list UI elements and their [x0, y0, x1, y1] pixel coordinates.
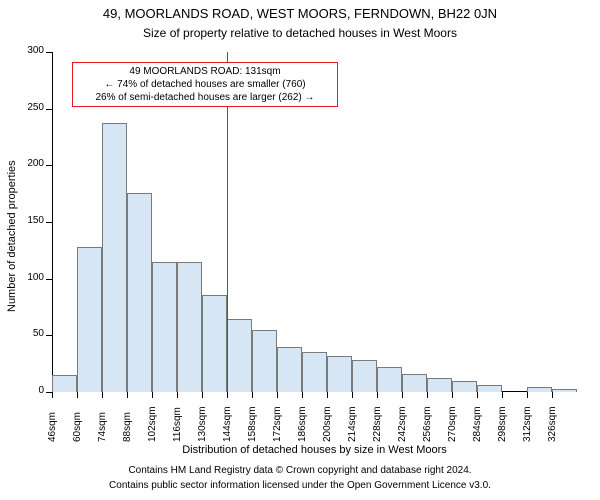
- x-tick: [152, 392, 153, 398]
- x-tick-label: 102sqm: [147, 406, 158, 442]
- x-tick-label: 270sqm: [447, 406, 458, 442]
- x-tick: [377, 392, 378, 398]
- y-axis-line: [52, 52, 53, 392]
- annotation-line: 26% of semi-detached houses are larger (…: [79, 91, 331, 104]
- x-tick: [227, 392, 228, 398]
- x-tick-label: 256sqm: [422, 406, 433, 442]
- footer-line-1: Contains HM Land Registry data © Crown c…: [0, 465, 600, 476]
- bar: [202, 295, 227, 392]
- bar: [452, 381, 477, 392]
- x-tick: [477, 392, 478, 398]
- y-tick-label: 50: [0, 328, 44, 339]
- bar: [427, 378, 452, 392]
- y-tick: [46, 52, 52, 53]
- x-tick: [77, 392, 78, 398]
- bar: [127, 193, 152, 392]
- bar: [152, 262, 177, 392]
- x-tick: [252, 392, 253, 398]
- x-tick-label: 228sqm: [372, 406, 383, 442]
- y-tick-label: 300: [0, 45, 44, 56]
- x-tick-label: 144sqm: [222, 406, 233, 442]
- x-tick-label: 186sqm: [297, 406, 308, 442]
- x-tick: [402, 392, 403, 398]
- x-tick-label: 242sqm: [397, 406, 408, 442]
- x-tick-label: 298sqm: [497, 406, 508, 442]
- x-tick-label: 46sqm: [47, 412, 58, 442]
- x-tick: [127, 392, 128, 398]
- x-tick: [52, 392, 53, 398]
- x-tick-label: 60sqm: [72, 412, 83, 442]
- bar: [352, 360, 377, 392]
- bar: [277, 347, 302, 392]
- x-tick-label: 88sqm: [122, 412, 133, 442]
- x-tick-label: 116sqm: [172, 407, 183, 442]
- footer-line-2: Contains public sector information licen…: [0, 480, 600, 491]
- y-tick: [46, 222, 52, 223]
- bar: [77, 247, 102, 392]
- x-tick: [452, 392, 453, 398]
- x-tick: [502, 392, 503, 398]
- annotation-line: 49 MOORLANDS ROAD: 131sqm: [79, 65, 331, 78]
- bar: [52, 375, 77, 392]
- x-tick-label: 284sqm: [472, 406, 483, 442]
- x-axis-label: Distribution of detached houses by size …: [52, 444, 577, 456]
- bar: [177, 262, 202, 392]
- bar: [527, 387, 552, 392]
- annotation-box: 49 MOORLANDS ROAD: 131sqm← 74% of detach…: [72, 62, 338, 107]
- y-tick-label: 250: [0, 102, 44, 113]
- x-tick-label: 214sqm: [347, 406, 358, 442]
- y-tick: [46, 165, 52, 166]
- bar: [477, 385, 502, 392]
- x-tick-label: 74sqm: [97, 412, 108, 442]
- x-tick: [552, 392, 553, 398]
- x-tick: [352, 392, 353, 398]
- bar: [402, 374, 427, 392]
- x-tick-label: 172sqm: [272, 406, 283, 442]
- x-tick-label: 312sqm: [522, 406, 533, 442]
- x-tick: [177, 392, 178, 398]
- x-tick-label: 200sqm: [322, 406, 333, 442]
- x-tick: [202, 392, 203, 398]
- page-subtitle: Size of property relative to detached ho…: [0, 26, 600, 40]
- y-tick: [46, 335, 52, 336]
- y-tick: [46, 279, 52, 280]
- bar: [302, 352, 327, 392]
- x-tick: [427, 392, 428, 398]
- x-tick: [327, 392, 328, 398]
- bar: [102, 123, 127, 392]
- x-tick-label: 158sqm: [247, 406, 258, 442]
- x-tick-label: 130sqm: [197, 406, 208, 442]
- annotation-line: ← 74% of detached houses are smaller (76…: [79, 78, 331, 91]
- bar: [252, 330, 277, 392]
- y-tick-label: 0: [0, 385, 44, 396]
- x-tick: [302, 392, 303, 398]
- bar: [327, 356, 352, 392]
- y-axis-label: Number of detached properties: [6, 160, 18, 312]
- x-tick: [277, 392, 278, 398]
- x-tick: [102, 392, 103, 398]
- x-tick-label: 326sqm: [547, 406, 558, 442]
- y-tick: [46, 109, 52, 110]
- bar: [552, 389, 577, 392]
- x-tick: [527, 392, 528, 398]
- bar: [227, 319, 252, 392]
- bar: [377, 367, 402, 392]
- page-title: 49, MOORLANDS ROAD, WEST MOORS, FERNDOWN…: [0, 6, 600, 21]
